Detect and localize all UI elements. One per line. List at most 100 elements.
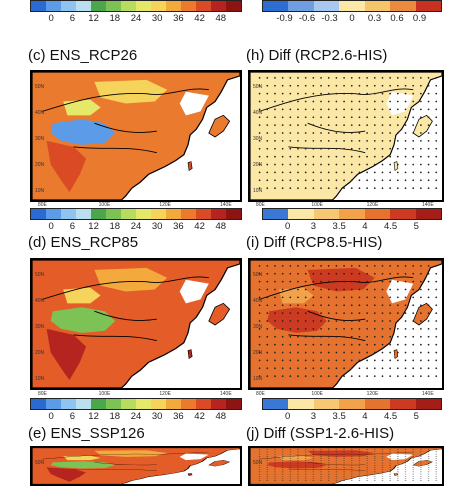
significance-dot <box>359 367 361 369</box>
significance-dot <box>420 109 422 111</box>
significance-dot <box>420 328 422 330</box>
colorbar-abs-top-swatch <box>46 1 61 11</box>
significance-dot <box>374 132 376 134</box>
significance-dot <box>336 116 338 118</box>
colorbar-diff-label: 5 <box>414 221 419 232</box>
significance-dot <box>397 336 399 338</box>
significance-dot <box>397 367 399 369</box>
significance-dot <box>328 132 330 134</box>
significance-dot <box>389 273 391 275</box>
significance-dot <box>359 336 361 338</box>
significance-dot <box>274 336 276 338</box>
significance-dot <box>336 367 338 369</box>
significance-dot <box>359 179 361 181</box>
significance-dot <box>359 289 361 291</box>
significance-dot <box>359 320 361 322</box>
significance-dot <box>312 164 314 166</box>
significance-dot <box>305 164 307 166</box>
significance-dot <box>366 273 368 275</box>
longitude-tick-label: 80E <box>38 202 47 208</box>
significance-dot <box>320 289 322 291</box>
significance-dot <box>274 93 276 95</box>
significance-dot <box>359 328 361 330</box>
colorbar-diff-top-swatch <box>416 1 441 11</box>
significance-dot <box>274 360 276 362</box>
significance-dot <box>312 289 314 291</box>
significance-dot <box>336 179 338 181</box>
significance-dot <box>274 140 276 142</box>
significance-dot <box>374 344 376 346</box>
significance-dot <box>289 132 291 134</box>
significance-dot <box>435 172 437 174</box>
significance-dot <box>305 179 307 181</box>
colorbar-abs-swatch <box>46 209 61 219</box>
significance-dot <box>382 312 384 314</box>
significance-dot <box>266 77 268 79</box>
significance-dot <box>382 109 384 111</box>
panel-j-title: (j) Diff (SSP1-2.6-HIS) <box>246 425 394 442</box>
significance-dot <box>435 116 437 118</box>
significance-dot <box>289 116 291 118</box>
significance-dot <box>382 281 384 283</box>
significance-dot <box>428 304 430 306</box>
significance-dot <box>435 352 437 354</box>
significance-dot <box>374 360 376 362</box>
significance-dot <box>412 109 414 111</box>
colorbar-abs-swatch <box>46 399 61 409</box>
significance-dot <box>359 124 361 126</box>
significance-dot <box>312 336 314 338</box>
significance-dot <box>328 164 330 166</box>
longitude-tick-label: 120E <box>367 202 379 208</box>
significance-dot <box>382 187 384 189</box>
significance-dot <box>336 164 338 166</box>
significance-dot <box>320 140 322 142</box>
significance-dot <box>259 289 261 291</box>
significance-dot <box>305 124 307 126</box>
significance-dot <box>397 320 399 322</box>
significance-dot <box>359 77 361 79</box>
significance-dot <box>336 187 338 189</box>
colorbar-diff-top-label: 0.3 <box>368 13 381 24</box>
significance-dot <box>351 179 353 181</box>
significance-dot <box>343 328 345 330</box>
significance-dot <box>328 273 330 275</box>
significance-dot <box>412 124 414 126</box>
significance-dot <box>289 77 291 79</box>
significance-dot <box>289 156 291 158</box>
colorbar-abs-swatch <box>226 399 241 409</box>
significance-dot <box>266 304 268 306</box>
significance-dot <box>266 312 268 314</box>
significance-dot <box>428 164 430 166</box>
significance-dot <box>397 375 399 377</box>
significance-dot <box>389 289 391 291</box>
significance-dot <box>359 93 361 95</box>
significance-dot <box>382 124 384 126</box>
significance-dot <box>435 344 437 346</box>
colorbar-abs-label: 6 <box>70 411 75 422</box>
significance-dot <box>389 124 391 126</box>
significance-dot <box>382 265 384 267</box>
significance-dot <box>282 124 284 126</box>
significance-dot <box>420 172 422 174</box>
longitude-tick-label: 140E <box>220 391 232 397</box>
colorbar-abs-label: 24 <box>131 411 142 422</box>
significance-dot <box>435 124 437 126</box>
colorbar-abs-swatch <box>151 399 166 409</box>
significance-dot <box>397 109 399 111</box>
significance-dot <box>351 297 353 299</box>
significance-dot <box>405 187 407 189</box>
significance-dot <box>397 344 399 346</box>
significance-dot <box>374 93 376 95</box>
significance-dot <box>289 360 291 362</box>
taiwan-island <box>394 162 398 171</box>
significance-dot <box>305 93 307 95</box>
significance-dot <box>266 273 268 275</box>
significance-dot <box>343 304 345 306</box>
significance-dot <box>366 156 368 158</box>
significance-dot <box>435 93 437 95</box>
colorbar-diff-label: 3.5 <box>333 221 346 232</box>
significance-dot <box>320 124 322 126</box>
significance-dot <box>266 297 268 299</box>
significance-dot <box>274 77 276 79</box>
